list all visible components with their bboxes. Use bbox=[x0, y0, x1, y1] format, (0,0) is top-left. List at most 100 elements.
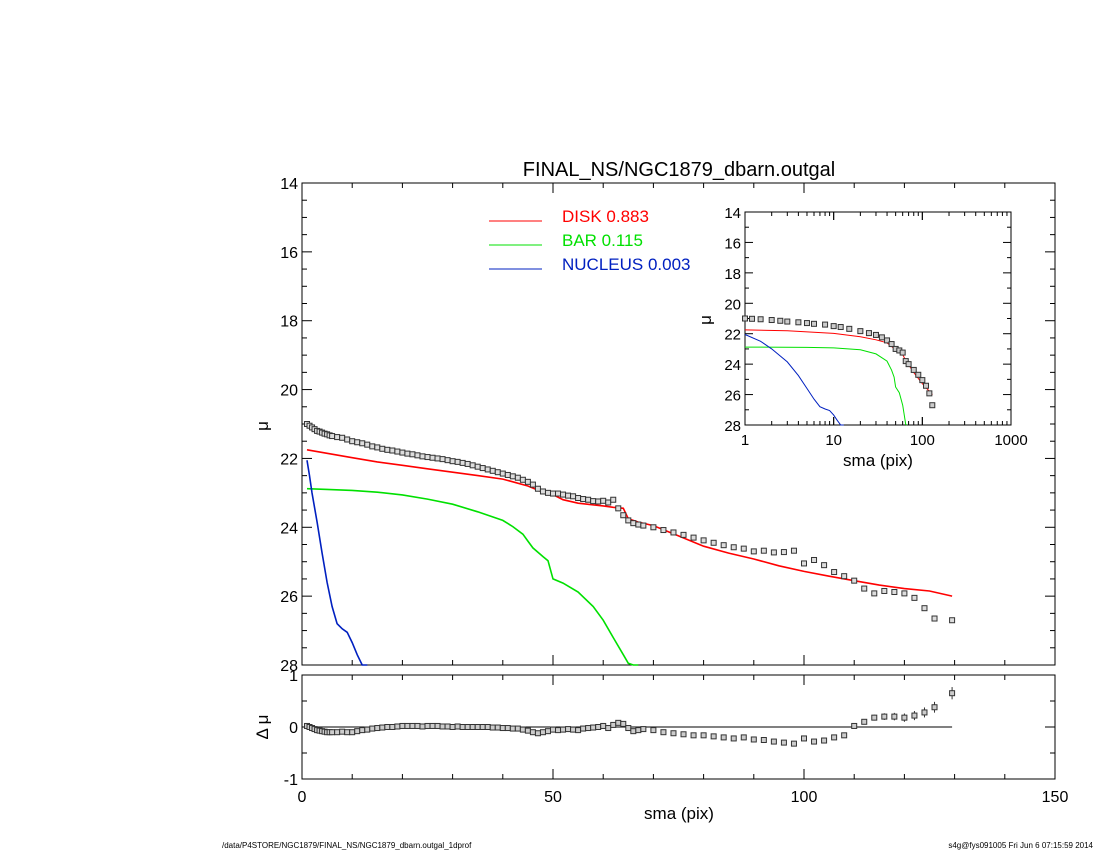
profile-data-point bbox=[831, 569, 838, 576]
residual-data-point bbox=[409, 722, 416, 729]
profile-data-point bbox=[605, 499, 612, 506]
main-ytick-label: 28 bbox=[280, 658, 298, 675]
residual-data-point bbox=[464, 724, 471, 730]
residual-data-point bbox=[379, 724, 386, 731]
inset-data-point bbox=[846, 325, 853, 332]
inset-data-point bbox=[878, 334, 885, 341]
main-ytick-label: 18 bbox=[280, 314, 298, 331]
profile-data-point bbox=[349, 438, 356, 445]
inset-data-point bbox=[784, 318, 791, 325]
series-line-disk bbox=[306, 449, 953, 597]
profile-data-point bbox=[790, 547, 797, 554]
residual-data-point bbox=[339, 728, 346, 735]
profile-data-point bbox=[444, 457, 451, 464]
residual-data-point bbox=[780, 739, 787, 746]
residual-xlabel: sma (pix) bbox=[644, 804, 714, 823]
inset-data-point bbox=[919, 377, 926, 384]
residual-data-point bbox=[374, 725, 381, 732]
residual-data-point bbox=[770, 738, 777, 745]
residual-data-point bbox=[474, 724, 481, 730]
inset-ticks: 1 10 100 1000 14 16 18 20 22 24 26 28 bbox=[724, 205, 1027, 449]
profile-data-point bbox=[329, 433, 336, 440]
inset-data-point bbox=[837, 324, 844, 331]
profile-data-point bbox=[585, 496, 592, 503]
residual-data-point bbox=[389, 724, 396, 730]
profile-data-point bbox=[891, 589, 898, 596]
residual-data-point bbox=[489, 724, 496, 731]
profile-data-point bbox=[650, 524, 657, 531]
residual-data-point bbox=[630, 728, 637, 735]
residual-data-point bbox=[710, 733, 717, 740]
profile-data-point bbox=[509, 473, 516, 480]
main-ytick-label: 26 bbox=[280, 589, 298, 606]
main-ytick-label: 20 bbox=[280, 383, 298, 400]
profile-data-point bbox=[590, 498, 597, 505]
inset-series bbox=[744, 329, 933, 426]
profile-data-point bbox=[700, 537, 707, 544]
profile-data-point bbox=[499, 470, 506, 477]
inset-data-point bbox=[742, 315, 748, 322]
residual-data-point bbox=[891, 713, 898, 720]
residual-xtick-label: 100 bbox=[791, 789, 818, 806]
profile-data-point bbox=[620, 512, 627, 519]
residual-data-point bbox=[821, 737, 828, 744]
residual-data-point bbox=[469, 724, 476, 730]
residual-data-point bbox=[560, 726, 567, 733]
inset-data-point bbox=[768, 317, 775, 324]
residual-data-point bbox=[364, 726, 371, 733]
residual-data-point bbox=[851, 722, 858, 729]
inset-xtick-label: 10 bbox=[825, 432, 842, 449]
inset-data-point bbox=[926, 390, 933, 397]
main-series bbox=[306, 449, 953, 666]
inset-ytick-label: 26 bbox=[724, 388, 741, 405]
inset-ytick-label: 20 bbox=[724, 296, 741, 313]
residual-data-point bbox=[419, 723, 426, 730]
residual-data-point bbox=[449, 724, 456, 730]
profile-data-point bbox=[534, 485, 541, 492]
residual-data-point bbox=[690, 732, 697, 739]
residual-data-point bbox=[499, 725, 506, 732]
residual-data-point bbox=[555, 727, 562, 734]
profile-data-point bbox=[690, 534, 697, 541]
profile-data-point bbox=[821, 562, 828, 569]
residual-data-point bbox=[329, 729, 336, 736]
inset-ytick-label: 22 bbox=[724, 327, 741, 344]
residual-data-point bbox=[585, 725, 592, 732]
profile-data-point bbox=[459, 459, 466, 466]
footer-timestamp: s4g@fys091005 Fri Jun 6 07:15:59 2014 bbox=[948, 841, 1093, 850]
profile-data-point bbox=[334, 434, 341, 441]
profile-data-point bbox=[339, 434, 346, 441]
residual-data-point bbox=[550, 726, 556, 733]
residual-data-point bbox=[640, 726, 647, 733]
residual-data-point bbox=[519, 726, 526, 733]
residual-xtick-label: 50 bbox=[544, 789, 562, 806]
profile-data-point bbox=[494, 469, 501, 476]
residual-data-point bbox=[670, 730, 677, 737]
profile-data-point bbox=[384, 446, 391, 453]
residual-data-point bbox=[454, 723, 461, 730]
inset-data-point bbox=[865, 330, 872, 337]
residual-data-point bbox=[414, 722, 421, 729]
legend-label-bar: BAR 0.115 bbox=[562, 231, 643, 250]
profile-data-point bbox=[931, 615, 938, 622]
profile-data-point bbox=[514, 474, 521, 481]
inset-data-point bbox=[905, 361, 912, 368]
residual-data-point bbox=[871, 714, 878, 721]
residual-data-point bbox=[539, 729, 546, 736]
residual-data-point bbox=[831, 734, 838, 741]
residual-data-point bbox=[484, 724, 491, 730]
chart-title: FINAL_NS/NGC1879_dbarn.outgal bbox=[523, 159, 835, 181]
residual-data-point bbox=[635, 727, 642, 734]
profile-data-point bbox=[419, 453, 426, 460]
inset-line-bar bbox=[744, 346, 908, 426]
inset-data-point bbox=[888, 341, 895, 348]
profile-data-point bbox=[479, 465, 486, 472]
inset-data-point bbox=[749, 315, 756, 322]
profile-data-point bbox=[489, 467, 496, 474]
residual-data-point bbox=[931, 704, 938, 711]
profile-data-point bbox=[369, 443, 376, 450]
profile-data-point bbox=[871, 590, 878, 597]
residual-data-point bbox=[580, 725, 587, 732]
footer-filepath: /data/P4STORE/NGC1879/FINAL_NS/NGC1879_d… bbox=[222, 841, 472, 850]
